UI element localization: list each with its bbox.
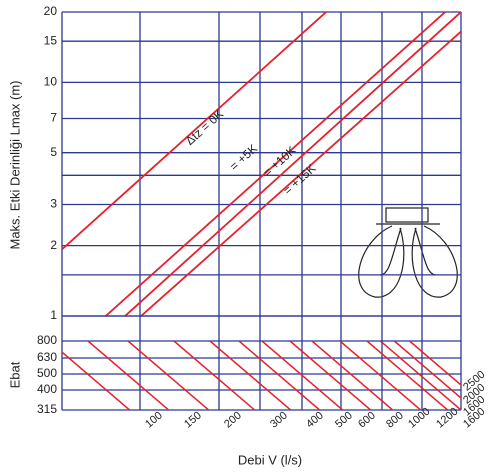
y-tick-label: 5 — [50, 145, 57, 159]
size-diagonal — [210, 341, 300, 418]
flow-label: 600 — [356, 410, 378, 431]
series-line — [62, 12, 461, 373]
series-label: = +10K — [260, 143, 298, 179]
series-line — [62, 0, 461, 249]
size-label: 630 — [37, 350, 57, 364]
flow-label: 200 — [222, 410, 244, 431]
flow-label: 300 — [268, 410, 290, 431]
flow-label: 1000 — [406, 406, 432, 431]
size-label: 800 — [37, 333, 57, 347]
size-label: 400 — [37, 382, 57, 396]
series-label: = +5K — [227, 141, 260, 173]
y-tick-label: 1 — [50, 308, 57, 322]
y-tick-label: 15 — [44, 33, 58, 47]
y-axis-label: Maks. Etki Derinliği Lmax (m) — [7, 80, 22, 249]
flow-label: 150 — [182, 410, 204, 431]
size-diagonals — [49, 341, 495, 418]
size-diagonal — [239, 341, 329, 418]
flow-label: 500 — [333, 410, 355, 431]
size-diagonal — [290, 341, 380, 418]
series-line — [62, 32, 461, 387]
series-label: = +15K — [280, 161, 318, 197]
y-tick-label: 2 — [50, 238, 57, 252]
size-diagonal — [128, 341, 218, 418]
size-diagonal — [367, 341, 457, 418]
flow-label: 1200 — [434, 406, 460, 431]
flow-label: 800 — [384, 410, 406, 431]
size-diagonal — [312, 341, 402, 418]
size-label: 500 — [37, 366, 57, 380]
diffuser-icon — [359, 208, 457, 297]
size-axis-label: Ebat — [7, 361, 22, 388]
y-tick-label: 10 — [44, 75, 58, 89]
size-diagonal — [88, 341, 178, 418]
flow-label: 100 — [143, 410, 165, 431]
size-diagonal — [262, 341, 352, 418]
y-tick-label: 7 — [50, 111, 57, 125]
series-line — [62, 0, 461, 355]
size-diagonal — [340, 341, 430, 418]
size-label: 315 — [37, 402, 57, 416]
y-tick-label: 20 — [44, 4, 58, 18]
flow-label: 400 — [304, 410, 326, 431]
x-axis-label: Debi V (l/s) — [238, 452, 302, 467]
y-tick-label: 3 — [50, 197, 57, 211]
chart: Maks. Etki Derinliği Lmax (m) Ebat Debi … — [0, 0, 495, 472]
lines — [62, 0, 461, 386]
